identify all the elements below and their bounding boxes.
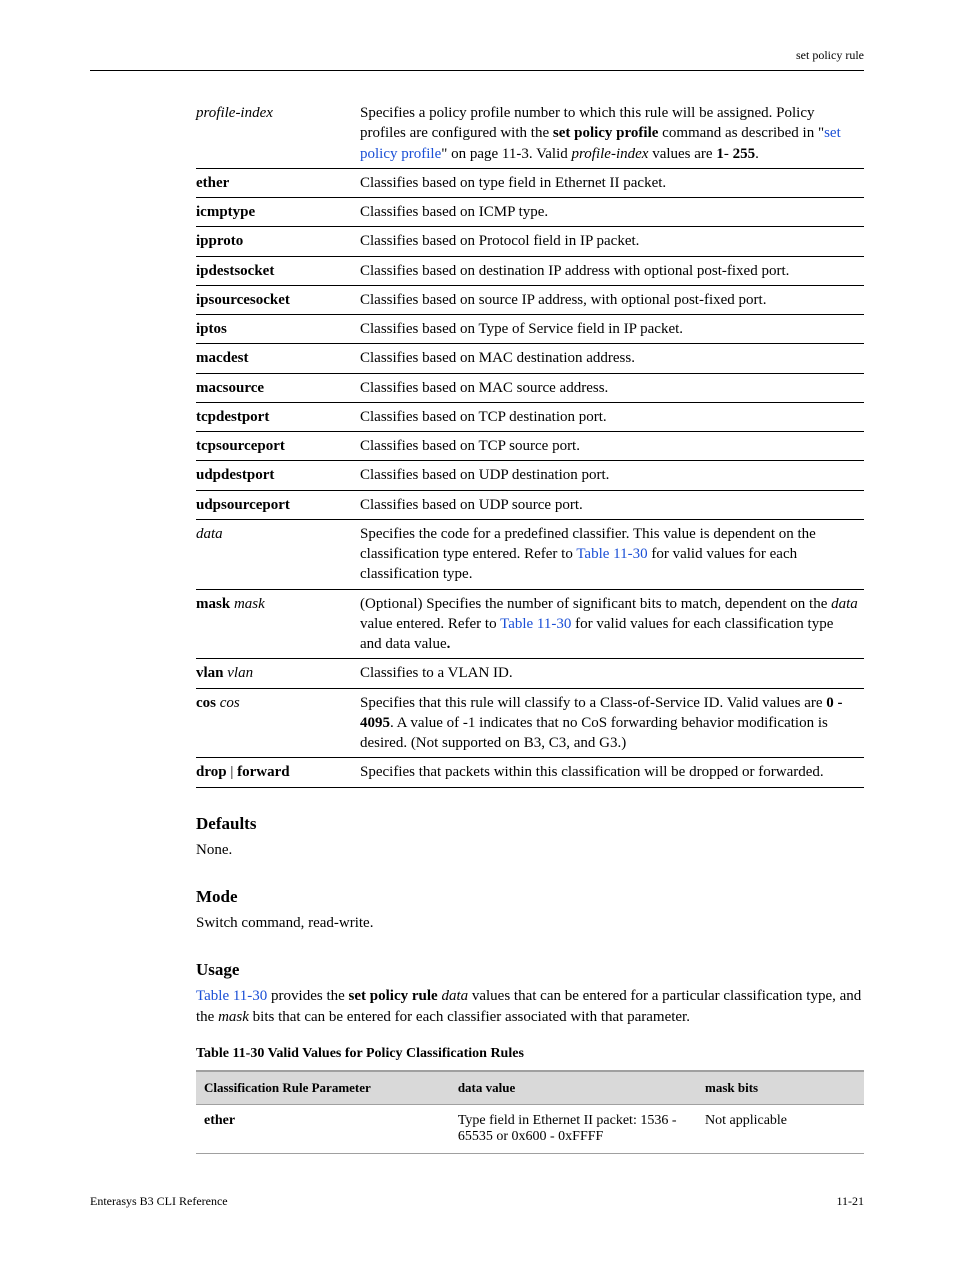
cell-rule: ether bbox=[196, 1104, 450, 1153]
table-row: tcpdestportClassifies based on TCP desti… bbox=[196, 402, 864, 431]
param-desc: Classifies based on TCP source port. bbox=[360, 432, 864, 461]
param-desc: (Optional) Specifies the number of signi… bbox=[360, 589, 864, 659]
param-name: profile-index bbox=[196, 99, 360, 168]
table-row: profile-indexSpecifies a policy profile … bbox=[196, 99, 864, 168]
table-row: dataSpecifies the code for a predefined … bbox=[196, 519, 864, 589]
table-row: macdestClassifies based on MAC destinati… bbox=[196, 344, 864, 373]
param-desc: Classifies based on TCP destination port… bbox=[360, 402, 864, 431]
param-name: mask mask bbox=[196, 589, 360, 659]
valid-values-table: Classification Rule Parameter data value… bbox=[196, 1070, 864, 1154]
param-desc: Classifies based on destination IP addre… bbox=[360, 256, 864, 285]
mode-body: Switch command, read-write. bbox=[196, 913, 864, 934]
table-row: udpsourceportClassifies based on UDP sou… bbox=[196, 490, 864, 519]
param-name: iptos bbox=[196, 315, 360, 344]
footer-doc-title: Enterasys B3 CLI Reference bbox=[90, 1194, 228, 1209]
param-name: data bbox=[196, 519, 360, 589]
param-desc: Classifies based on source IP address, w… bbox=[360, 285, 864, 314]
table-caption: Table 11-30 Valid Values for Policy Clas… bbox=[196, 1046, 864, 1062]
param-desc: Specifies that this rule will classify t… bbox=[360, 688, 864, 758]
param-desc: Classifies based on MAC destination addr… bbox=[360, 344, 864, 373]
table-row: macsourceClassifies based on MAC source … bbox=[196, 373, 864, 402]
param-desc: Classifies based on UDP destination port… bbox=[360, 461, 864, 490]
param-name: macsource bbox=[196, 373, 360, 402]
parameters-table: profile-indexSpecifies a policy profile … bbox=[196, 99, 864, 788]
cell-mask: Not applicable bbox=[697, 1104, 864, 1153]
mode-heading: Mode bbox=[196, 887, 864, 907]
table-row: mask mask(Optional) Specifies the number… bbox=[196, 589, 864, 659]
param-name: icmptype bbox=[196, 198, 360, 227]
param-desc: Classifies based on Type of Service fiel… bbox=[360, 315, 864, 344]
param-name: tcpdestport bbox=[196, 402, 360, 431]
param-name: udpsourceport bbox=[196, 490, 360, 519]
usage-body: Table 11-30 provides the set policy rule… bbox=[196, 986, 864, 1028]
param-desc: Classifies to a VLAN ID. bbox=[360, 659, 864, 688]
param-name: drop | forward bbox=[196, 758, 360, 787]
table-row: ipprotoClassifies based on Protocol fiel… bbox=[196, 227, 864, 256]
param-desc: Classifies based on UDP source port. bbox=[360, 490, 864, 519]
table-row: iptosClassifies based on Type of Service… bbox=[196, 315, 864, 344]
footer-page-number: 11-21 bbox=[836, 1194, 864, 1208]
page-footer: Enterasys B3 CLI Reference 11-21 bbox=[90, 1194, 864, 1209]
table-row: etherType field in Ethernet II packet: 1… bbox=[196, 1104, 864, 1153]
page-header: set policy rule bbox=[90, 48, 864, 71]
param-desc: Classifies based on ICMP type. bbox=[360, 198, 864, 227]
table-row: drop | forwardSpecifies that packets wit… bbox=[196, 758, 864, 787]
param-desc: Specifies that packets within this class… bbox=[360, 758, 864, 787]
param-desc: Classifies based on Protocol field in IP… bbox=[360, 227, 864, 256]
cell-data: Type field in Ethernet II packet: 1536 -… bbox=[450, 1104, 697, 1153]
param-desc: Classifies based on type field in Ethern… bbox=[360, 168, 864, 197]
defaults-heading: Defaults bbox=[196, 814, 864, 834]
table-row: ipsourcesocketClassifies based on source… bbox=[196, 285, 864, 314]
usage-heading: Usage bbox=[196, 960, 864, 980]
header-section-title: set policy rule bbox=[796, 48, 864, 63]
table-row: ipdestsocketClassifies based on destinat… bbox=[196, 256, 864, 285]
param-name: udpdestport bbox=[196, 461, 360, 490]
defaults-body: None. bbox=[196, 840, 864, 861]
col-header-mask: mask bits bbox=[697, 1071, 864, 1105]
param-name: ipsourcesocket bbox=[196, 285, 360, 314]
param-name: ipdestsocket bbox=[196, 256, 360, 285]
table-row: icmptypeClassifies based on ICMP type. bbox=[196, 198, 864, 227]
col-header-rule: Classification Rule Parameter bbox=[196, 1071, 450, 1105]
param-name: cos cos bbox=[196, 688, 360, 758]
param-name: ipproto bbox=[196, 227, 360, 256]
param-name: tcpsourceport bbox=[196, 432, 360, 461]
param-name: macdest bbox=[196, 344, 360, 373]
table-row: vlan vlanClassifies to a VLAN ID. bbox=[196, 659, 864, 688]
param-desc: Specifies the code for a predefined clas… bbox=[360, 519, 864, 589]
col-header-data: data value bbox=[450, 1071, 697, 1105]
param-name: vlan vlan bbox=[196, 659, 360, 688]
param-desc: Classifies based on MAC source address. bbox=[360, 373, 864, 402]
param-desc: Specifies a policy profile number to whi… bbox=[360, 99, 864, 168]
table-row: udpdestportClassifies based on UDP desti… bbox=[196, 461, 864, 490]
table-row: etherClassifies based on type field in E… bbox=[196, 168, 864, 197]
table-row: cos cosSpecifies that this rule will cla… bbox=[196, 688, 864, 758]
param-name: ether bbox=[196, 168, 360, 197]
table-row: tcpsourceportClassifies based on TCP sou… bbox=[196, 432, 864, 461]
